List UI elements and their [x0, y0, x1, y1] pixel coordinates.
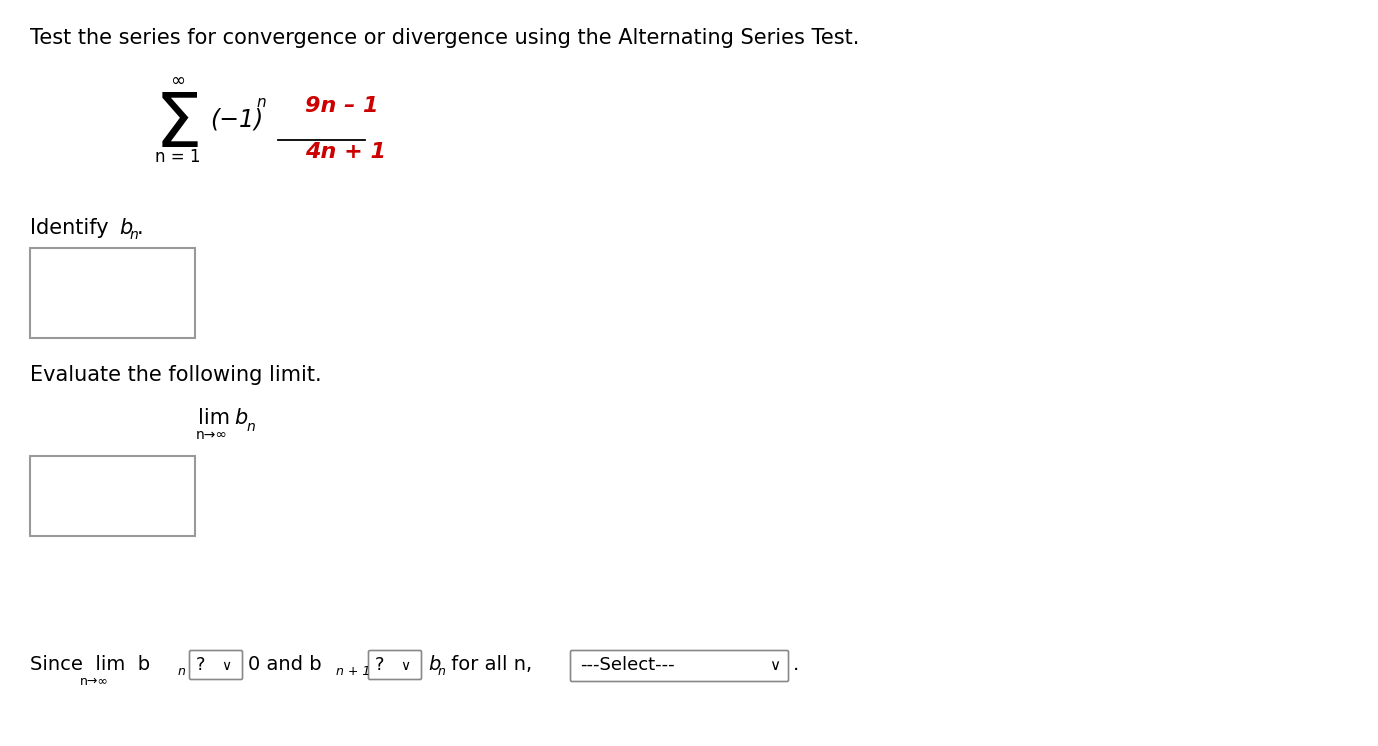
Text: .: . [792, 655, 799, 674]
Text: for all n,: for all n, [445, 655, 532, 674]
Text: n: n [247, 420, 256, 434]
FancyBboxPatch shape [368, 651, 422, 680]
Text: b: b [234, 408, 247, 428]
Text: Identify: Identify [30, 218, 116, 238]
Text: n: n [130, 228, 139, 242]
Text: b: b [429, 655, 441, 674]
Text: ?: ? [196, 656, 205, 674]
Text: ?: ? [375, 656, 384, 674]
Text: ∞: ∞ [171, 72, 186, 90]
Text: Evaluate the following limit.: Evaluate the following limit. [30, 365, 321, 385]
Text: Test the series for convergence or divergence using the Alternating Series Test.: Test the series for convergence or diver… [30, 28, 860, 48]
Text: 0 and b: 0 and b [248, 655, 321, 674]
Text: n + 1: n + 1 [336, 665, 371, 678]
FancyBboxPatch shape [570, 651, 788, 682]
Text: n: n [178, 665, 186, 678]
Text: ---Select---: ---Select--- [580, 656, 675, 674]
Text: n→∞: n→∞ [80, 675, 109, 688]
FancyBboxPatch shape [190, 651, 243, 680]
Text: .: . [136, 218, 143, 238]
Bar [30, 456, 196, 536]
Text: Σ: Σ [154, 90, 201, 163]
Text: (−1): (−1) [209, 108, 263, 132]
Text: n = 1: n = 1 [156, 148, 201, 166]
Text: 4n + 1: 4n + 1 [305, 142, 386, 162]
Bar [30, 248, 196, 338]
Text: ∨: ∨ [400, 659, 411, 673]
Text: n: n [438, 665, 446, 678]
Text: b: b [119, 218, 132, 238]
Text: lim: lim [198, 408, 230, 428]
Text: ∨: ∨ [220, 659, 232, 673]
Text: 9n – 1: 9n – 1 [305, 96, 379, 116]
Text: n→∞: n→∞ [196, 428, 227, 442]
Text: n: n [256, 95, 266, 110]
Text: ∨: ∨ [769, 658, 780, 673]
Text: Since  lim  b: Since lim b [30, 655, 150, 674]
